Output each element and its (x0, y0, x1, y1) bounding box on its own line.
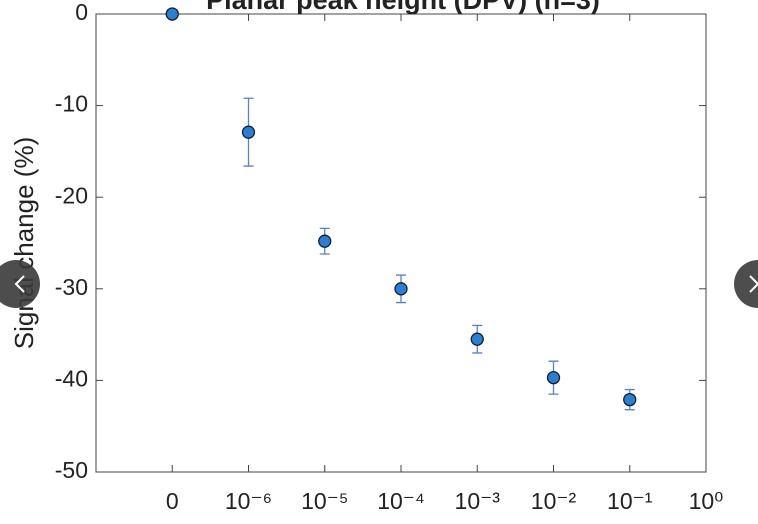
y-tick-label: -10 (55, 91, 88, 117)
y-axis-label: Signal change (%) (9, 137, 39, 349)
x-tick-label: 10⁻³ (455, 488, 501, 514)
y-tick-label: -30 (55, 274, 88, 300)
carousel-prev[interactable] (0, 260, 40, 308)
x-tick-label: 10⁻⁴ (377, 488, 425, 514)
data-point (546, 371, 561, 385)
carousel-next[interactable] (734, 260, 758, 308)
y-tick-label: -20 (55, 182, 88, 208)
data-point (241, 125, 256, 139)
y-tick-label: 0 (75, 0, 88, 25)
plot-frame (95, 13, 707, 473)
data-point (165, 7, 179, 21)
x-tick-label: 10⁻² (531, 488, 577, 514)
prev-chevron (14, 275, 25, 293)
x-tick-label: 10⁰ (689, 488, 724, 514)
x-tick-label: 10⁻¹ (607, 488, 653, 514)
data-point (318, 234, 332, 248)
x-tick-label: 10⁻⁵ (301, 488, 348, 514)
y-tick-label: -50 (55, 457, 88, 483)
carousel-next-button[interactable] (734, 260, 758, 308)
marks: -50 -40 -30 -20 -10 0 0 10⁻⁶ 10⁻⁵ 10⁻⁴ 10⁻³ 10⁻² 10⁻… (55, 0, 724, 514)
next-chevron (749, 275, 758, 293)
x-tick-label: 0 (166, 488, 179, 514)
y-tick-label: -40 (55, 365, 88, 391)
x-tick-label: 10⁻⁶ (225, 488, 272, 514)
data-point (394, 282, 408, 296)
chart-title: Planar peak height (DPV) (n=3) (206, 0, 600, 15)
carousel-prev-button[interactable] (0, 260, 40, 308)
data-point (470, 332, 484, 346)
data-point (623, 392, 637, 407)
